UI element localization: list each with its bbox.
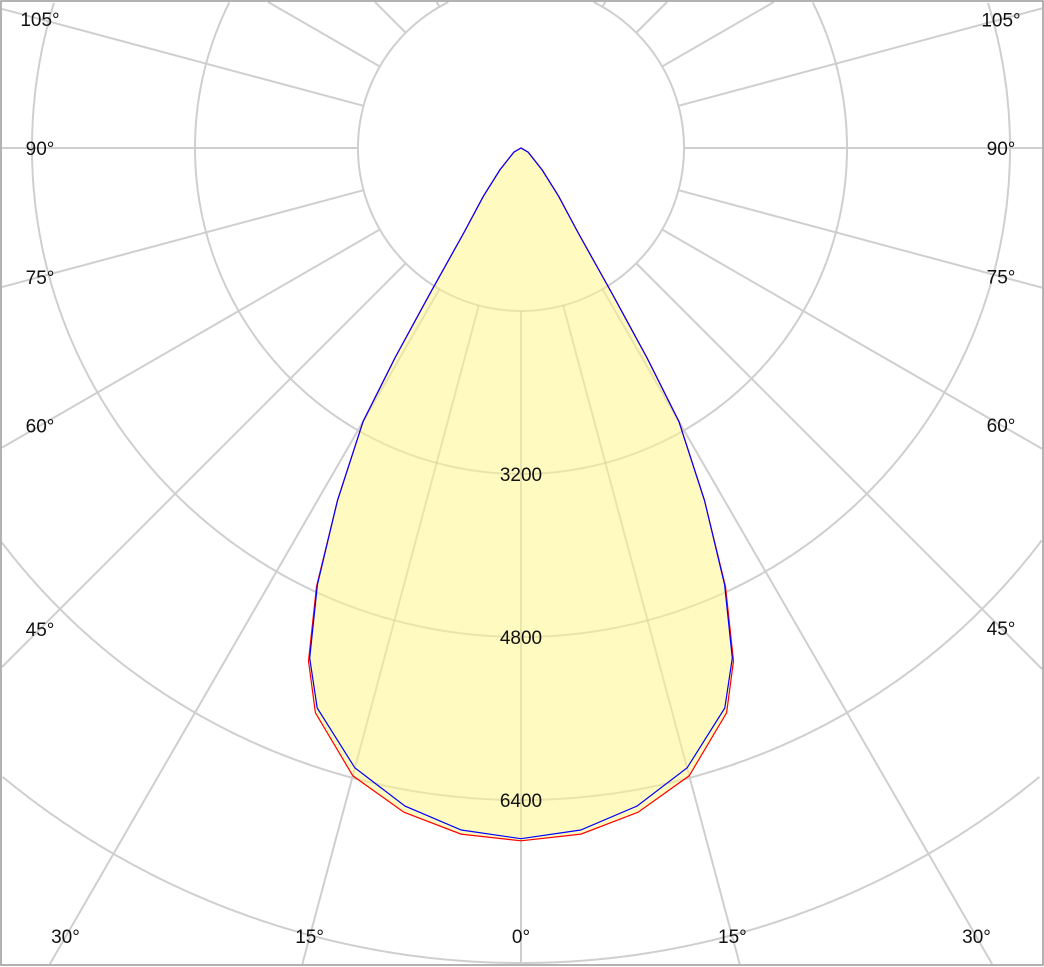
curve-lines <box>307 147 735 842</box>
radial-tick-label: 4800 <box>500 628 542 649</box>
angle-ray <box>1 262 407 668</box>
angle-tick-label: 60° <box>26 417 55 438</box>
angle-ray <box>267 1 381 68</box>
angle-ray <box>678 189 1043 289</box>
angle-ray <box>661 228 1043 450</box>
radial-tick-label: 6400 <box>500 791 542 812</box>
angle-tick-label: 45° <box>987 619 1016 640</box>
angle-tick-label: 75° <box>987 268 1016 289</box>
angle-ray <box>374 1 407 34</box>
angle-ray <box>635 1 668 34</box>
angle-tick-label: 15° <box>295 927 324 948</box>
intensity-curve-1 <box>309 147 733 840</box>
angle-tick-label: 90° <box>987 139 1016 160</box>
angle-tick-label: 15° <box>718 927 747 948</box>
angle-tick-label: 105° <box>20 10 59 31</box>
angle-tick-label: 105° <box>981 10 1020 31</box>
angle-tick-label: 30° <box>51 927 80 948</box>
angle-tick-label: 0° <box>512 927 530 948</box>
angle-ray <box>308 305 480 841</box>
angle-ray <box>661 1 775 68</box>
angle-ray <box>308 288 441 841</box>
angle-ray <box>562 305 734 841</box>
radial-ring <box>1 776 1041 964</box>
angle-tick-label: 45° <box>26 620 55 641</box>
angle-tick-label: 30° <box>962 927 991 948</box>
angle-ray <box>1 228 381 449</box>
angle-ray <box>601 288 734 841</box>
radial-ring <box>308 148 734 475</box>
angle-ray <box>678 7 1043 107</box>
angle-tick-label: 60° <box>987 416 1016 437</box>
angle-ray <box>435 1 441 8</box>
angle-tick-label: 75° <box>26 268 55 289</box>
angle-ray <box>1 189 364 289</box>
labels: 3200 4800 6400 0° 15° 15° 30° 30° 45° 45° 60° 60° 75… <box>20 10 1020 948</box>
angle-ray <box>601 1 607 8</box>
angle-ray <box>635 262 1043 670</box>
radial-tick-label: 3200 <box>500 465 542 486</box>
radial-ring <box>308 539 734 801</box>
angle-ray <box>1 7 364 107</box>
angle-tick-label: 90° <box>26 139 55 160</box>
radial-ring <box>308 148 734 638</box>
